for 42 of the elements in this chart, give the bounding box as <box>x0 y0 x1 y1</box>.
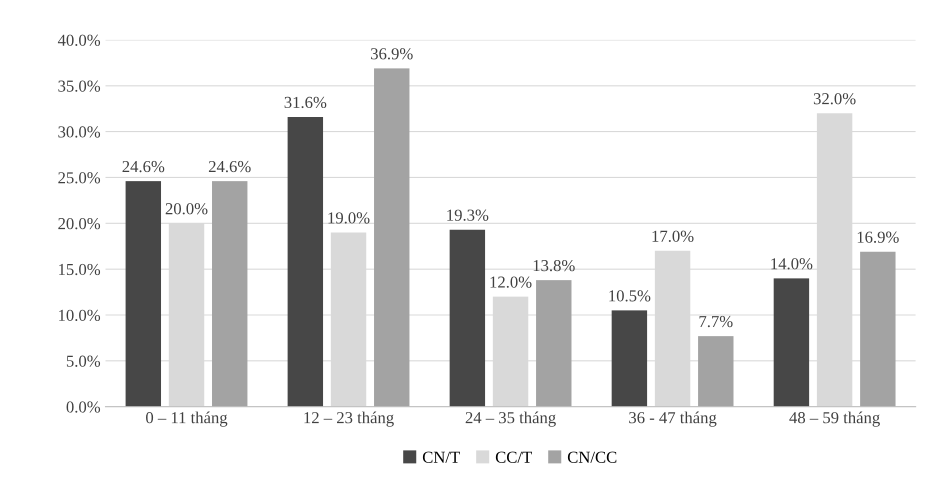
y-tick-label: 10.0% <box>59 310 100 322</box>
data-label: 16.9% <box>858 232 899 243</box>
y-tick-label: 35.0% <box>58 80 100 92</box>
y-tick-label: 15.0% <box>59 264 100 276</box>
legend-label: CC/T <box>496 452 532 463</box>
data-label: 19.0% <box>328 212 370 224</box>
y-tick-label: 20.0% <box>58 218 100 230</box>
x-tick-label: 24 – 35 tháng <box>466 412 556 427</box>
data-label: 7.7% <box>700 316 733 328</box>
x-tick-label: 0 – 11 tháng <box>146 412 228 427</box>
y-tick-label: 25.0% <box>58 172 100 184</box>
data-label: 10.5% <box>609 290 650 302</box>
y-tick-label: 30.0% <box>58 126 100 138</box>
y-tick-label: 40.0% <box>58 34 100 46</box>
x-tick-label: 36 - 47 tháng <box>629 412 716 427</box>
bar <box>774 278 810 407</box>
data-label: 17.0% <box>652 230 694 242</box>
data-label: 14.0% <box>771 258 812 270</box>
x-tick-label: 48 – 59 tháng <box>789 412 880 427</box>
bar <box>374 68 410 407</box>
data-label: 24.6% <box>122 160 164 172</box>
data-label: 36.9% <box>371 48 413 60</box>
data-label: 32.0% <box>814 93 856 104</box>
bar <box>450 230 486 407</box>
bar <box>126 181 162 407</box>
y-tick-label: 0.0% <box>66 401 100 413</box>
bar <box>536 280 572 407</box>
data-label: 24.6% <box>208 160 251 172</box>
bar <box>612 310 648 407</box>
x-tick-label: 12 – 23 tháng <box>304 412 394 427</box>
data-label: 31.6% <box>284 96 326 108</box>
bar <box>860 252 896 407</box>
y-tick-label: 5.0% <box>66 356 100 367</box>
data-label: 12.0% <box>490 276 532 288</box>
legend-label: CN/CC <box>568 452 616 463</box>
data-label: 20.0% <box>166 203 208 214</box>
bar <box>698 336 734 407</box>
bar <box>212 181 248 407</box>
legend-label: CN/T <box>422 452 460 463</box>
data-label: 13.8% <box>534 260 575 272</box>
bar <box>288 116 324 407</box>
data-label: 19.3% <box>447 210 488 221</box>
